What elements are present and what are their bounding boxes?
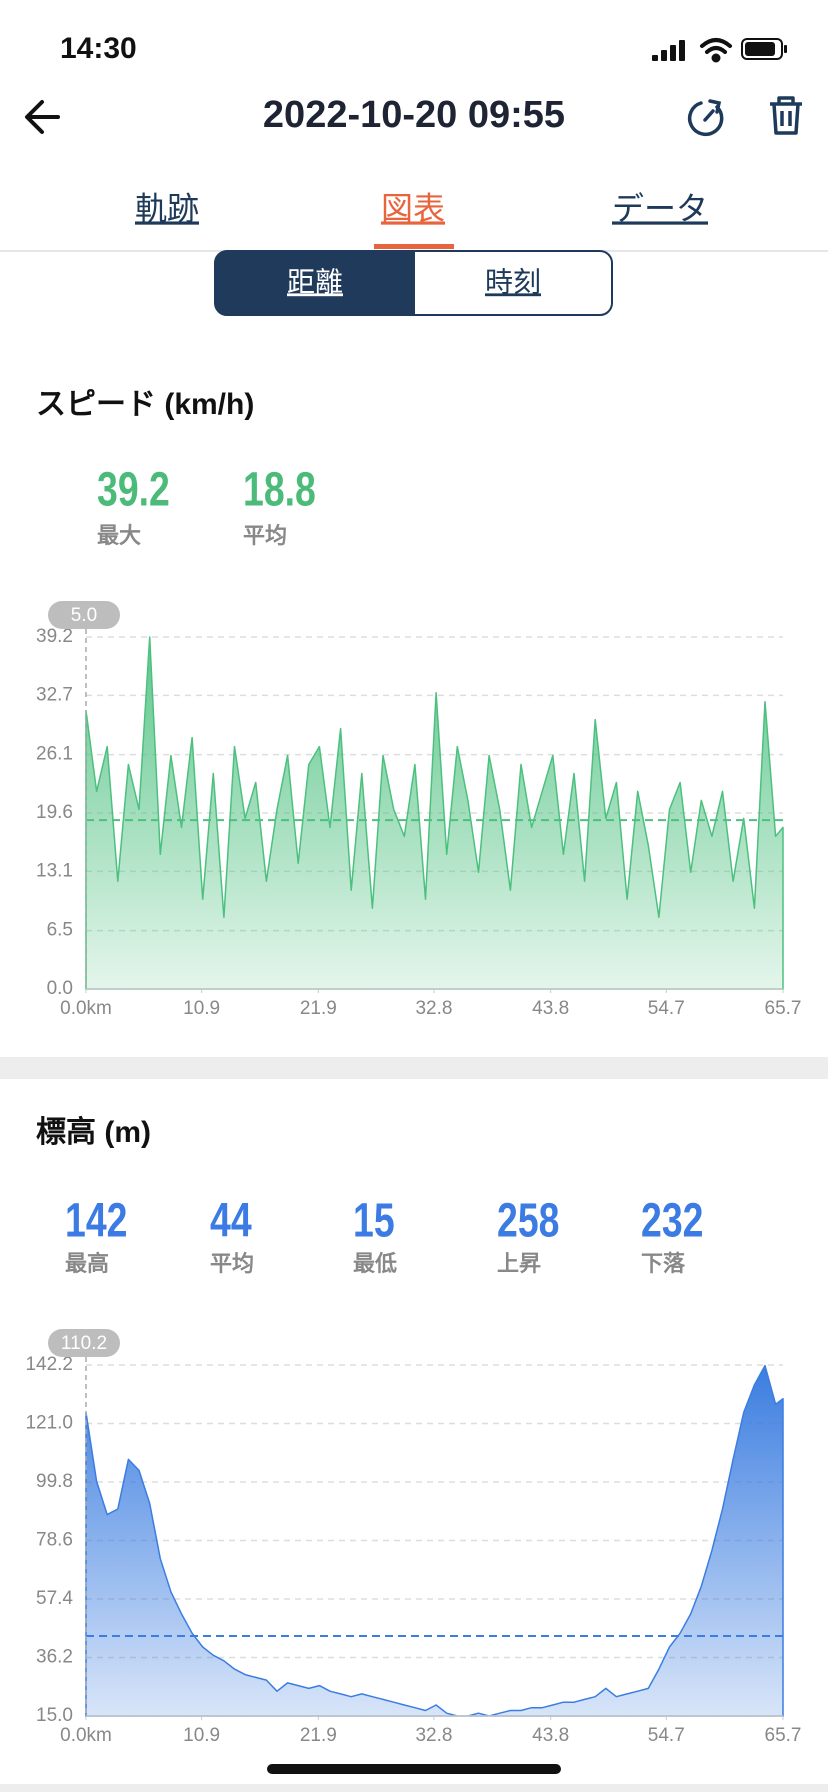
cursor-bubble bbox=[48, 601, 120, 629]
x-tick-label: 54.7 bbox=[648, 998, 685, 1019]
stat-label: 最低 bbox=[353, 1251, 397, 1276]
x-tick-label: 21.9 bbox=[300, 1725, 337, 1746]
stat-value: 44 bbox=[210, 1194, 252, 1248]
area bbox=[85, 1364, 784, 1717]
x-tick-label: 43.8 bbox=[532, 998, 569, 1019]
status-time: 14:30 bbox=[60, 32, 137, 65]
chart-title: スピード (km/h) bbox=[36, 388, 254, 421]
x-tick-label: 43.8 bbox=[532, 1725, 569, 1746]
stat-label: 上昇 bbox=[497, 1251, 541, 1276]
y-tick-label: 15.0 bbox=[36, 1705, 73, 1726]
y-tick-label: 57.4 bbox=[36, 1588, 73, 1609]
cursor-label: 5.0 bbox=[71, 605, 97, 626]
area bbox=[85, 636, 784, 990]
stat-value: 39.2 bbox=[97, 463, 170, 517]
back-button[interactable] bbox=[25, 100, 60, 134]
header-title: 2022-10-20 09:55 bbox=[263, 94, 565, 136]
stat-value: 142 bbox=[65, 1194, 127, 1248]
x-tick-label: 10.9 bbox=[183, 998, 220, 1019]
y-tick-label: 6.5 bbox=[47, 920, 73, 941]
y-tick-label: 26.1 bbox=[36, 744, 73, 765]
refresh-button[interactable] bbox=[687, 99, 724, 137]
stat-value: 232 bbox=[641, 1194, 703, 1248]
delete-button[interactable] bbox=[770, 96, 802, 135]
x-tick-label: 65.7 bbox=[765, 1725, 802, 1746]
y-tick-label: 36.2 bbox=[36, 1647, 73, 1668]
y-tick-label: 32.7 bbox=[36, 684, 73, 705]
cursor-bubble bbox=[48, 1329, 120, 1357]
stat-label: 平均 bbox=[243, 523, 287, 548]
y-tick-label: 0.0 bbox=[47, 978, 73, 999]
x-tick-label: 65.7 bbox=[765, 998, 802, 1019]
tab-active[interactable]: 図表 bbox=[381, 190, 445, 226]
chart-title: 標高 (m) bbox=[36, 1116, 151, 1149]
y-tick-label: 39.2 bbox=[36, 626, 73, 647]
x-tick-label: 54.7 bbox=[648, 1725, 685, 1746]
stat-value: 15 bbox=[353, 1194, 395, 1248]
tab-indicator bbox=[374, 244, 454, 249]
stat-value: 258 bbox=[497, 1194, 559, 1248]
tab[interactable]: データ bbox=[612, 190, 708, 226]
x-tick-label: 32.8 bbox=[415, 1725, 452, 1746]
stat-label: 平均 bbox=[210, 1251, 254, 1276]
wifi-icon bbox=[700, 38, 732, 63]
x-tick-label: 0.0km bbox=[60, 1725, 112, 1746]
segment[interactable]: 距離 bbox=[287, 266, 343, 297]
x-tick-label: 32.8 bbox=[415, 998, 452, 1019]
stat-value: 18.8 bbox=[243, 463, 316, 517]
y-tick-label: 78.6 bbox=[36, 1530, 73, 1551]
card-separator bbox=[0, 1057, 828, 1079]
x-tick-label: 0.0km bbox=[60, 998, 112, 1019]
y-tick-label: 121.0 bbox=[25, 1413, 73, 1434]
signal-icon bbox=[652, 40, 685, 61]
stat-label: 最高 bbox=[65, 1251, 109, 1276]
x-tick-label: 10.9 bbox=[183, 1725, 220, 1746]
stat-label: 下落 bbox=[641, 1251, 686, 1276]
cursor-label: 110.2 bbox=[61, 1333, 107, 1354]
battery-icon bbox=[741, 38, 787, 60]
x-tick-label: 21.9 bbox=[300, 998, 337, 1019]
tab[interactable]: 軌跡 bbox=[135, 190, 199, 226]
stat-label: 最大 bbox=[97, 523, 141, 548]
segment[interactable]: 時刻 bbox=[485, 266, 541, 297]
y-tick-label: 13.1 bbox=[36, 860, 73, 881]
segment-active[interactable] bbox=[215, 251, 415, 315]
y-tick-label: 142.2 bbox=[25, 1354, 73, 1375]
y-tick-label: 19.6 bbox=[36, 802, 73, 823]
y-tick-label: 99.8 bbox=[36, 1471, 73, 1492]
home-indicator bbox=[267, 1764, 561, 1774]
card-separator bbox=[0, 1784, 828, 1792]
